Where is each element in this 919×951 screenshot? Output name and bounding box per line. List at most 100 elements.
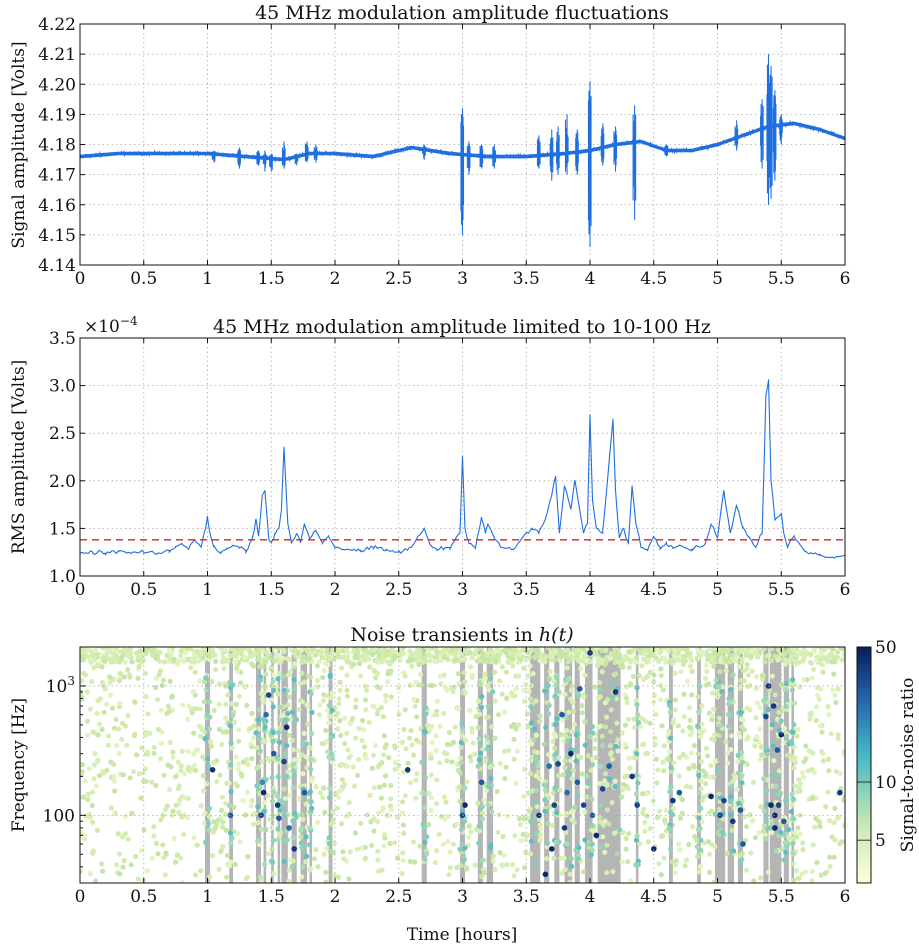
trigger-point — [522, 698, 528, 705]
trigger-point — [220, 655, 227, 661]
trigger-point — [754, 700, 761, 706]
trigger-point — [111, 774, 117, 780]
trigger-point — [295, 748, 301, 754]
trigger-point — [569, 863, 575, 870]
trigger-point — [399, 810, 406, 816]
trigger-point — [308, 766, 314, 772]
trigger-point — [155, 726, 162, 732]
trigger-point — [510, 656, 516, 662]
trigger-point — [685, 678, 691, 684]
trigger-point — [249, 710, 255, 717]
trigger-point — [619, 730, 625, 736]
loud-trigger-point — [260, 789, 267, 796]
trigger-point — [289, 863, 295, 870]
trigger-point — [575, 856, 581, 862]
trigger-point — [469, 725, 475, 732]
trigger-point — [743, 824, 750, 830]
trigger-point — [260, 696, 266, 702]
trigger-point — [447, 865, 453, 871]
trigger-point — [532, 860, 538, 866]
trigger-point — [232, 659, 238, 665]
trigger-point — [155, 851, 161, 857]
trigger-point — [738, 709, 744, 716]
trigger-point — [473, 714, 479, 720]
trigger-point — [817, 823, 823, 830]
trigger-point — [707, 869, 713, 876]
trigger-point — [371, 785, 377, 791]
trigger-point — [479, 857, 485, 863]
trigger-point — [381, 752, 387, 758]
trigger-point — [827, 854, 833, 860]
trigger-point — [558, 855, 564, 861]
trigger-point — [321, 692, 327, 698]
trigger-point — [791, 648, 797, 654]
trigger-point — [434, 698, 440, 704]
trigger-point — [736, 800, 742, 807]
trigger-point — [269, 775, 275, 781]
trigger-point — [331, 840, 338, 846]
trigger-point — [228, 840, 234, 846]
trigger-point — [304, 648, 310, 654]
trigger-point — [112, 810, 118, 816]
trigger-point — [623, 835, 629, 842]
trigger-point — [670, 720, 676, 726]
trigger-point — [358, 820, 364, 826]
trigger-point — [225, 692, 231, 698]
trigger-point — [676, 755, 683, 761]
trigger-point — [585, 781, 592, 787]
trigger-point — [371, 752, 377, 759]
trigger-point — [307, 789, 313, 795]
trigger-point — [468, 829, 474, 835]
trigger-point — [353, 704, 359, 710]
trigger-point — [810, 842, 816, 848]
trigger-point — [179, 880, 185, 883]
trigger-point — [704, 753, 711, 759]
trigger-point — [476, 757, 482, 763]
trigger-point — [613, 743, 619, 749]
trigger-point — [686, 842, 692, 848]
trigger-point — [788, 682, 794, 688]
trigger-point — [336, 696, 342, 702]
trigger-point — [233, 754, 239, 760]
trigger-point — [355, 772, 361, 778]
trigger-point — [593, 651, 599, 657]
trigger-point — [308, 799, 314, 805]
trigger-point — [388, 782, 394, 789]
trigger-point — [792, 760, 799, 766]
trigger-point — [706, 647, 712, 651]
trigger-point — [228, 859, 234, 865]
trigger-point — [427, 682, 433, 688]
trigger-point — [91, 648, 97, 654]
trigger-point — [531, 726, 538, 732]
x-tick-label: 0 — [75, 269, 86, 289]
x-tick-label: 0 — [75, 580, 86, 600]
trigger-point — [90, 729, 96, 735]
trigger-point — [589, 822, 595, 829]
trigger-point — [712, 758, 719, 764]
x-tick-label: 5 — [712, 580, 723, 600]
trigger-point — [457, 798, 463, 804]
trigger-point — [729, 733, 735, 739]
trigger-point — [614, 851, 620, 857]
trigger-point — [362, 744, 368, 750]
trigger-point — [553, 733, 559, 740]
trigger-point — [210, 829, 216, 835]
trigger-point — [753, 715, 759, 721]
trigger-point — [552, 745, 558, 751]
trigger-point — [744, 666, 750, 672]
trigger-point — [610, 694, 616, 701]
trigger-point — [542, 688, 548, 694]
trigger-point — [381, 843, 387, 849]
trigger-point — [757, 704, 763, 711]
trigger-point — [662, 659, 669, 665]
trigger-point — [285, 702, 291, 708]
trigger-point — [497, 761, 503, 767]
trigger-point — [327, 849, 333, 855]
trigger-point — [646, 658, 652, 664]
loud-trigger-point — [589, 812, 596, 819]
trigger-point — [151, 750, 157, 756]
trigger-point — [727, 833, 734, 839]
trigger-point — [353, 697, 359, 703]
